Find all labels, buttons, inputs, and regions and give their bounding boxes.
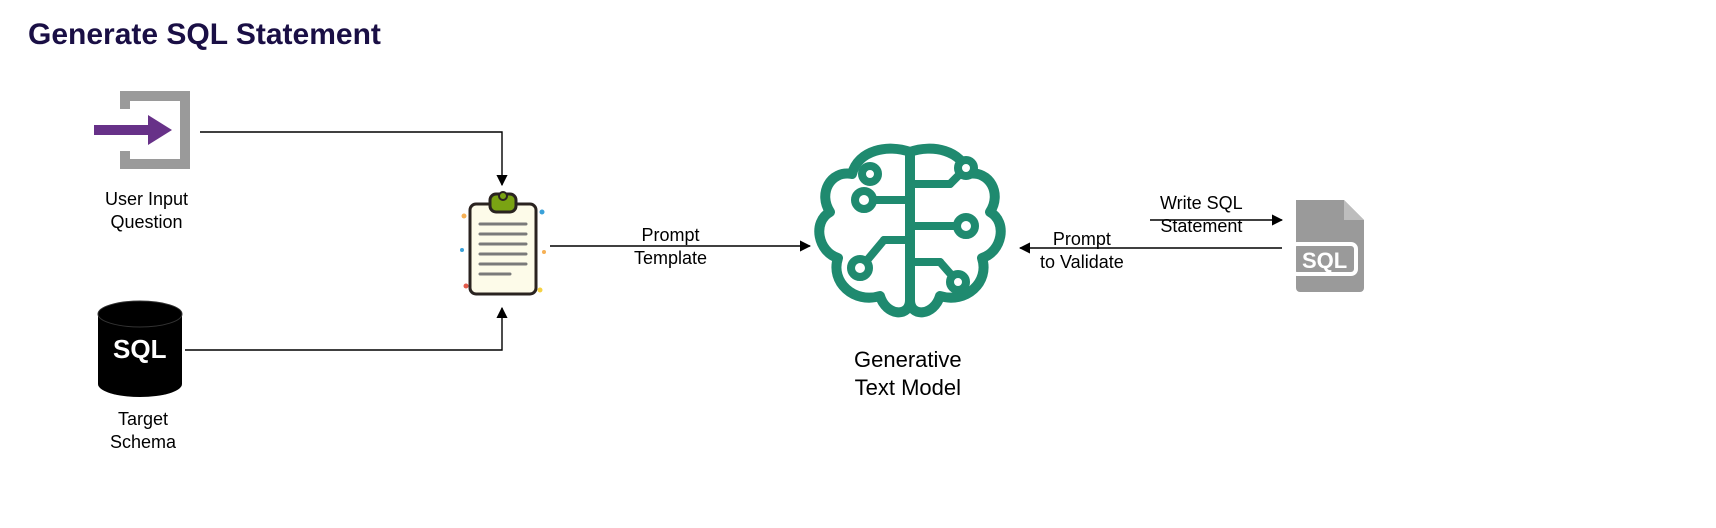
diagram-canvas: Generate SQL Statement User Input Questi… — [0, 0, 1716, 528]
sql-file-icon — [1290, 198, 1370, 294]
generative-model-label-line2: Text Model — [855, 375, 961, 400]
target-schema-label-line2: Schema — [110, 432, 176, 452]
edge-label-prompt-validate: Prompt to Validate — [1040, 228, 1124, 273]
target-schema-label: Target Schema — [110, 408, 176, 453]
clipboard-icon — [460, 190, 546, 300]
edge-label-prompt-template: Prompt Template — [634, 224, 707, 269]
user-input-label: User Input Question — [105, 188, 188, 233]
generative-model-label: Generative Text Model — [854, 346, 962, 401]
target-schema-label-line1: Target — [118, 409, 168, 429]
user-input-label-line1: User Input — [105, 189, 188, 209]
input-icon — [90, 85, 200, 175]
generative-model-label-line1: Generative — [854, 347, 962, 372]
edge-label-write-sql: Write SQL Statement — [1160, 192, 1243, 237]
user-input-label-line2: Question — [111, 212, 183, 232]
sql-file-text: SQL — [1302, 248, 1347, 274]
database-text: SQL — [113, 334, 166, 365]
brain-icon — [810, 140, 1010, 330]
diagram-title: Generate SQL Statement — [28, 18, 381, 52]
